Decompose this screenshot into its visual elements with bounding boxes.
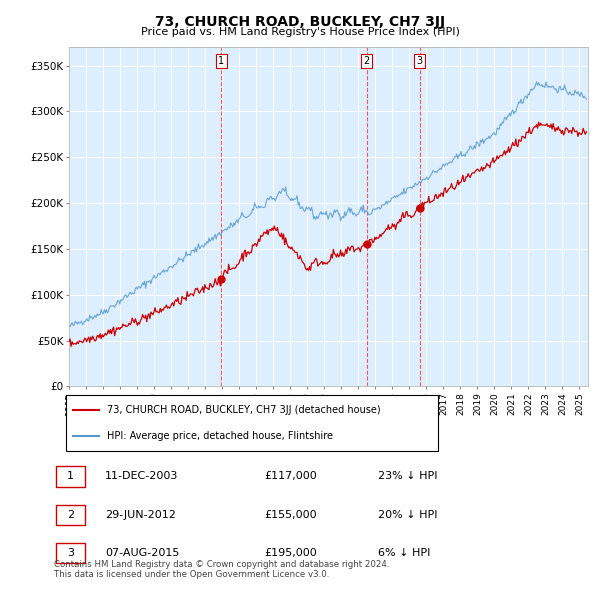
Text: 73, CHURCH ROAD, BUCKLEY, CH7 3JJ (detached house): 73, CHURCH ROAD, BUCKLEY, CH7 3JJ (detac…: [107, 405, 380, 415]
Text: 6% ↓ HPI: 6% ↓ HPI: [378, 548, 430, 558]
Text: 2: 2: [67, 510, 74, 520]
Text: £117,000: £117,000: [264, 471, 317, 481]
Text: Price paid vs. HM Land Registry's House Price Index (HPI): Price paid vs. HM Land Registry's House …: [140, 27, 460, 37]
Text: 3: 3: [67, 548, 74, 558]
Text: 73, CHURCH ROAD, BUCKLEY, CH7 3JJ: 73, CHURCH ROAD, BUCKLEY, CH7 3JJ: [155, 15, 445, 29]
Text: HPI: Average price, detached house, Flintshire: HPI: Average price, detached house, Flin…: [107, 431, 333, 441]
Text: 1: 1: [67, 471, 74, 481]
Text: £195,000: £195,000: [264, 548, 317, 558]
Text: 11-DEC-2003: 11-DEC-2003: [105, 471, 178, 481]
Text: 3: 3: [416, 56, 422, 66]
Text: 2: 2: [364, 56, 370, 66]
Text: Contains HM Land Registry data © Crown copyright and database right 2024.
This d: Contains HM Land Registry data © Crown c…: [54, 560, 389, 579]
Text: 23% ↓ HPI: 23% ↓ HPI: [378, 471, 437, 481]
Text: 07-AUG-2015: 07-AUG-2015: [105, 548, 179, 558]
Text: 1: 1: [218, 56, 224, 66]
Text: £155,000: £155,000: [264, 510, 317, 520]
Text: 29-JUN-2012: 29-JUN-2012: [105, 510, 176, 520]
Text: 20% ↓ HPI: 20% ↓ HPI: [378, 510, 437, 520]
